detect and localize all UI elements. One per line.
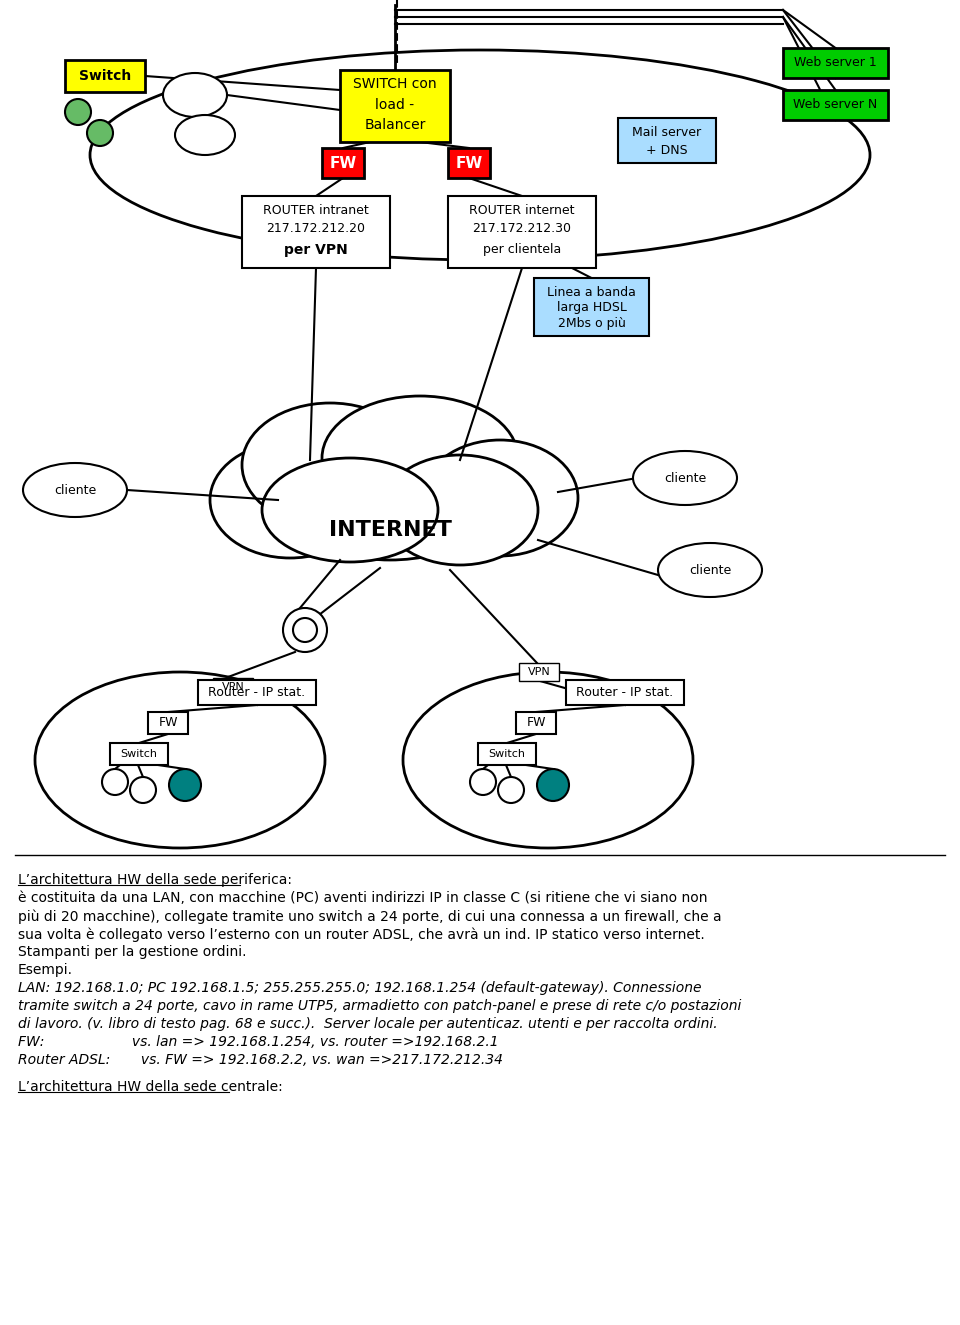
Ellipse shape — [90, 50, 870, 260]
Text: L’architettura HW della sede periferica:: L’architettura HW della sede periferica: — [18, 873, 292, 886]
Circle shape — [169, 768, 201, 802]
Text: VPN: VPN — [222, 682, 245, 692]
Text: Linea a banda: Linea a banda — [547, 285, 636, 298]
Text: load -: load - — [375, 98, 415, 113]
FancyBboxPatch shape — [242, 196, 390, 268]
FancyBboxPatch shape — [110, 743, 168, 765]
Text: ROUTER internet: ROUTER internet — [469, 204, 575, 216]
Text: cliente: cliente — [54, 484, 96, 497]
Text: Switch: Switch — [121, 749, 157, 759]
Ellipse shape — [262, 458, 438, 562]
Text: Router ADSL:       vs. FW => 192.168.2.2, vs. wan =>217.172.212.34: Router ADSL: vs. FW => 192.168.2.2, vs. … — [18, 1053, 503, 1067]
Text: ROUTER intranet: ROUTER intranet — [263, 204, 369, 216]
Circle shape — [65, 99, 91, 125]
Text: Balancer: Balancer — [364, 118, 425, 132]
Ellipse shape — [242, 403, 418, 527]
FancyBboxPatch shape — [340, 70, 450, 142]
Text: 217.172.212.20: 217.172.212.20 — [267, 223, 366, 236]
Text: 2Mbs o più: 2Mbs o più — [558, 318, 625, 330]
FancyBboxPatch shape — [448, 148, 490, 178]
Ellipse shape — [658, 543, 762, 598]
Circle shape — [498, 776, 524, 803]
FancyBboxPatch shape — [213, 678, 253, 696]
Text: LAN: 192.168.1.0; PC 192.168.1.5; 255.255.255.0; 192.168.1.254 (default-gateway): LAN: 192.168.1.0; PC 192.168.1.5; 255.25… — [18, 980, 702, 995]
Text: SWITCH con: SWITCH con — [353, 77, 437, 91]
Text: è costituita da una LAN, con macchine (PC) aventi indirizzi IP in classe C (si r: è costituita da una LAN, con macchine (P… — [18, 890, 708, 905]
Text: cliente: cliente — [689, 563, 732, 576]
FancyBboxPatch shape — [519, 662, 559, 681]
Text: INTERNET: INTERNET — [328, 519, 451, 541]
Text: Router - IP stat.: Router - IP stat. — [208, 686, 305, 700]
FancyBboxPatch shape — [478, 743, 536, 765]
Ellipse shape — [163, 73, 227, 117]
Circle shape — [293, 617, 317, 643]
Text: Web server 1: Web server 1 — [794, 57, 876, 69]
Text: FW: FW — [158, 717, 178, 730]
Text: per clientela: per clientela — [483, 244, 562, 257]
Ellipse shape — [403, 672, 693, 848]
FancyBboxPatch shape — [566, 680, 684, 705]
Text: larga HDSL: larga HDSL — [557, 302, 627, 314]
Text: + DNS: + DNS — [646, 144, 687, 158]
Text: tramite switch a 24 porte, cavo in rame UTP5, armadietto con patch-panel e prese: tramite switch a 24 porte, cavo in rame … — [18, 999, 741, 1014]
Text: più di 20 macchine), collegate tramite uno switch a 24 porte, di cui una conness: più di 20 macchine), collegate tramite u… — [18, 909, 722, 924]
Text: per VPN: per VPN — [284, 242, 348, 257]
FancyBboxPatch shape — [516, 712, 556, 734]
Text: Switch: Switch — [79, 69, 132, 83]
Ellipse shape — [35, 672, 325, 848]
Circle shape — [537, 768, 569, 802]
Text: FW: FW — [455, 155, 483, 171]
Ellipse shape — [275, 420, 505, 560]
Ellipse shape — [422, 440, 578, 556]
Text: Stampanti per la gestione ordini.: Stampanti per la gestione ordini. — [18, 945, 247, 959]
Text: FW: FW — [329, 155, 356, 171]
Text: 217.172.212.30: 217.172.212.30 — [472, 223, 571, 236]
Text: Switch: Switch — [489, 749, 525, 759]
Ellipse shape — [175, 115, 235, 155]
Text: cliente: cliente — [664, 472, 707, 485]
FancyBboxPatch shape — [198, 680, 316, 705]
Ellipse shape — [633, 451, 737, 505]
Text: Esempi.: Esempi. — [18, 963, 73, 977]
Text: Mail server: Mail server — [633, 126, 702, 139]
Circle shape — [470, 768, 496, 795]
Text: L’architettura HW della sede centrale:: L’architettura HW della sede centrale: — [18, 1080, 283, 1094]
Ellipse shape — [210, 443, 370, 558]
Text: FW: FW — [526, 717, 545, 730]
FancyBboxPatch shape — [783, 48, 888, 78]
FancyBboxPatch shape — [618, 118, 716, 163]
FancyBboxPatch shape — [322, 148, 364, 178]
Text: FW:                    vs. lan => 192.168.1.254, vs. router =>192.168.2.1: FW: vs. lan => 192.168.1.254, vs. router… — [18, 1035, 498, 1049]
Ellipse shape — [382, 454, 538, 564]
FancyBboxPatch shape — [534, 278, 649, 337]
Ellipse shape — [23, 462, 127, 517]
Circle shape — [130, 776, 156, 803]
Text: Router - IP stat.: Router - IP stat. — [576, 686, 674, 700]
Text: sua volta è collegato verso l’esterno con un router ADSL, che avrà un ind. IP st: sua volta è collegato verso l’esterno co… — [18, 927, 705, 942]
Text: VPN: VPN — [528, 666, 550, 677]
Circle shape — [102, 768, 128, 795]
FancyBboxPatch shape — [148, 712, 188, 734]
Circle shape — [283, 608, 327, 652]
Text: di lavoro. (v. libro di testo pag. 68 e succ.).  Server locale per autenticaz. u: di lavoro. (v. libro di testo pag. 68 e … — [18, 1018, 718, 1031]
FancyBboxPatch shape — [448, 196, 596, 268]
FancyBboxPatch shape — [65, 60, 145, 91]
FancyBboxPatch shape — [783, 90, 888, 121]
Ellipse shape — [322, 396, 518, 519]
Text: Web server N: Web server N — [793, 98, 877, 111]
Circle shape — [87, 121, 113, 146]
